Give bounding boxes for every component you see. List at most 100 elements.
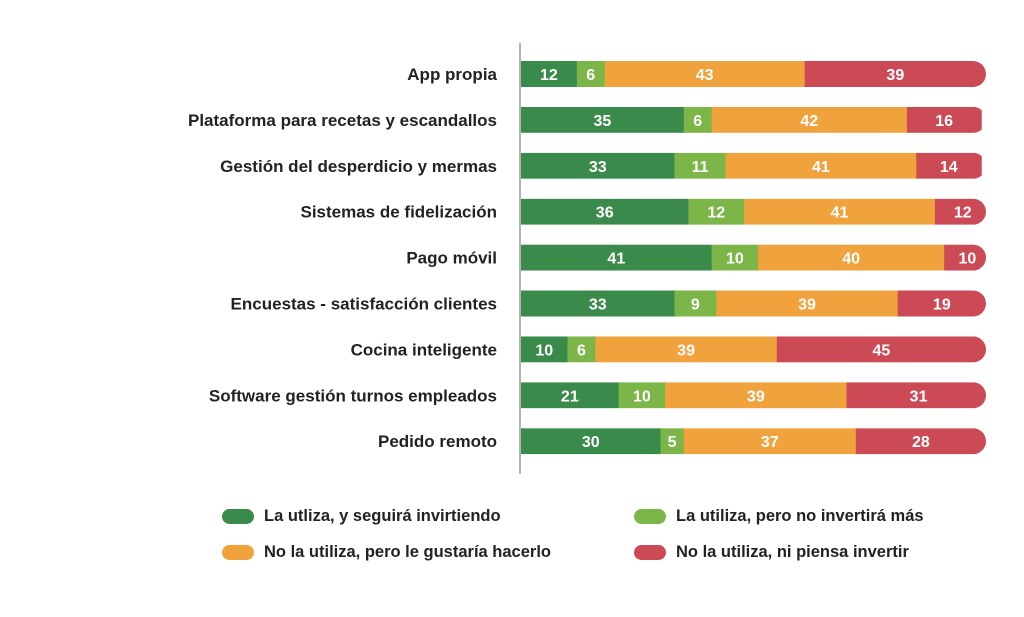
bar-row [521, 244, 986, 271]
category-label: Gestión del desperdicio y mermas [220, 157, 497, 176]
bar-segment [846, 382, 986, 409]
legend-swatch [222, 544, 254, 560]
bar-segment [897, 290, 986, 317]
category-labels: App propia Plataforma para recetas y esca… [188, 65, 498, 451]
data-label: 21 [561, 388, 579, 405]
bar-row [521, 336, 986, 363]
data-label: 19 [933, 297, 951, 314]
legend-item-uses-will-invest: La utliza, y seguirá invirtiendo [222, 503, 501, 529]
data-label: 31 [910, 388, 928, 405]
data-label: 35 [593, 113, 611, 130]
bar-segment [576, 61, 606, 87]
legend-label: La utiliza, pero no invertirá más [676, 506, 924, 525]
bar-segment [604, 61, 806, 87]
bar-row [521, 61, 986, 87]
category-label: Cocina inteligente [351, 340, 497, 359]
bar-segment [521, 428, 661, 455]
bar-segment [934, 198, 986, 225]
bar-segment [521, 198, 689, 225]
bar-segment [521, 244, 713, 271]
data-label: 39 [798, 297, 816, 314]
data-label: 12 [707, 205, 725, 222]
legend-label: No la utiliza, ni piensa invertir [676, 542, 909, 561]
data-label: 12 [954, 205, 972, 222]
data-label: 43 [696, 67, 714, 84]
data-label: 41 [831, 205, 849, 222]
bar-segment [711, 244, 759, 271]
data-label: 6 [577, 342, 586, 359]
bar-segment [804, 61, 986, 87]
bar-row [521, 106, 982, 133]
bar-segment [711, 106, 908, 133]
bar-row [521, 382, 986, 409]
data-label: 10 [959, 251, 977, 268]
bar-segment [595, 336, 778, 363]
bar-segment [906, 106, 982, 133]
data-label: 39 [677, 342, 695, 359]
data-label: 33 [589, 297, 607, 314]
data-label: 5 [668, 434, 677, 451]
data-label: 10 [633, 388, 651, 405]
bar-row [521, 290, 986, 317]
legend-swatch [634, 544, 666, 560]
data-label: 11 [692, 159, 709, 176]
data-label: 40 [842, 251, 860, 268]
bar-segment [665, 382, 847, 409]
legend-swatch [634, 508, 666, 524]
bar-segment [683, 106, 713, 133]
bar-segment [688, 198, 745, 225]
legend-swatch [222, 508, 254, 524]
bar-segment [521, 152, 675, 179]
category-label: Plataforma para recetas y escandallos [188, 111, 497, 130]
data-label: 39 [747, 388, 765, 405]
category-label: Encuestas - satisfacción clientes [231, 295, 497, 314]
category-label: Pago móvil [406, 249, 497, 268]
data-label: 10 [535, 342, 553, 359]
category-label: Pedido remoto [378, 432, 497, 451]
data-label: 33 [589, 159, 607, 176]
legend-item-uses-no-more-investment: La utiliza, pero no invertirá más [634, 503, 924, 529]
data-label: 6 [693, 113, 702, 130]
bar-row [521, 198, 986, 225]
bar-segment [674, 152, 726, 179]
legend-item-not-using-would-like: No la utiliza, pero le gustaría hacerlo [222, 539, 551, 565]
bar-segment [521, 290, 675, 317]
bar-segment [521, 382, 620, 409]
category-label: Sistemas de fidelización [300, 203, 497, 222]
bar-segment [683, 428, 857, 455]
data-label: 41 [607, 251, 625, 268]
data-label: 14 [940, 159, 958, 176]
bar-segment [855, 428, 986, 455]
bar-segment [916, 152, 982, 179]
bar-segment [944, 244, 986, 271]
data-label: 39 [886, 67, 904, 84]
legend-label: La utliza, y seguirá invirtiendo [264, 506, 501, 525]
data-label: 36 [596, 205, 614, 222]
data-label: 10 [726, 251, 744, 268]
data-label: 42 [800, 113, 818, 130]
bar-segment [567, 336, 596, 363]
bar-segment [725, 152, 917, 179]
bar-segment [716, 290, 899, 317]
stacked-bar-chart: App propia Plataforma para recetas y esca… [188, 43, 986, 474]
data-label: 37 [761, 434, 779, 451]
data-label: 28 [912, 434, 930, 451]
legend-item-not-using-no-plans: No la utiliza, ni piensa invertir [634, 539, 909, 565]
bar-segment [660, 428, 685, 455]
data-label: 9 [691, 297, 700, 314]
legend-label: No la utiliza, pero le gustaría hacerlo [264, 542, 551, 561]
bar-segment [521, 106, 685, 133]
bar-segment [758, 244, 945, 271]
data-label: 45 [872, 342, 890, 359]
category-label: App propia [407, 65, 497, 84]
bar-segment [521, 61, 578, 87]
data-label: 41 [812, 159, 830, 176]
bar-segment [618, 382, 666, 409]
bar-row [521, 152, 982, 179]
bar-row [521, 428, 986, 455]
data-label: 6 [586, 67, 595, 84]
legend: La utliza, y seguirá invirtiendo La util… [222, 503, 1002, 573]
data-label: 30 [582, 434, 600, 451]
bar-segment [674, 290, 717, 317]
bar-segment [776, 336, 986, 363]
